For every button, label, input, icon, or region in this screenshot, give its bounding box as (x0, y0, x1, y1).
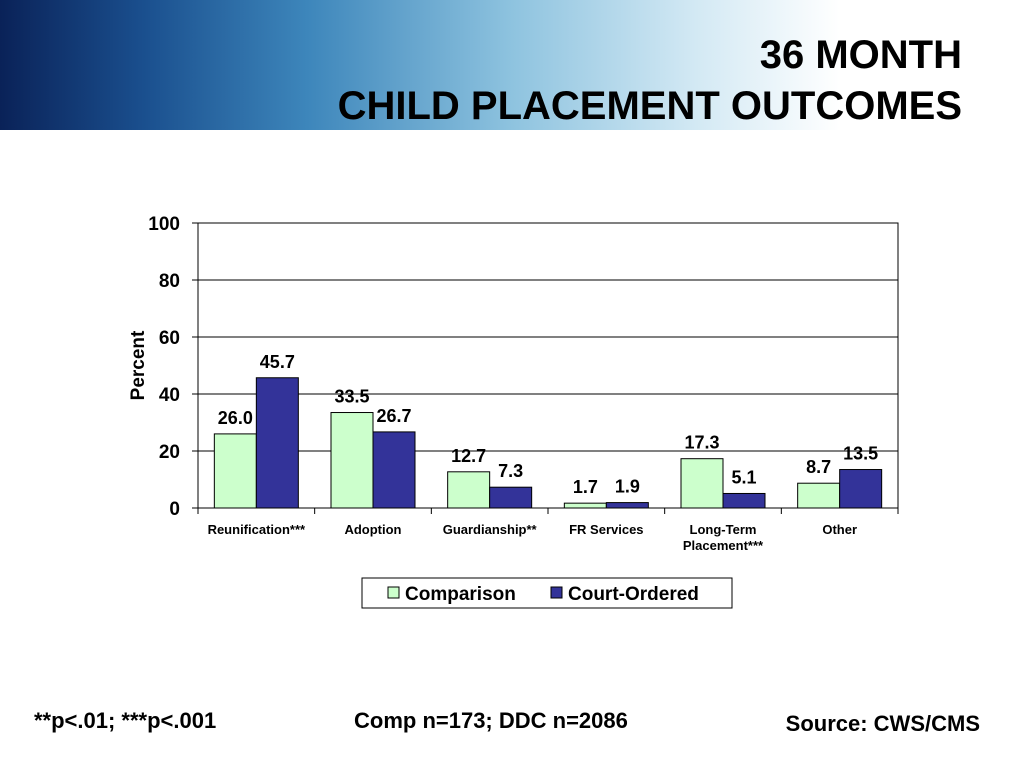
significance-note: **p<.01; ***p<.001 (34, 708, 217, 733)
data-label: 33.5 (334, 387, 369, 407)
x-tick-label: Long-Term (690, 522, 757, 537)
bar (722, 492, 766, 509)
title-line-1: 36 MONTH (759, 33, 962, 77)
data-label: 12.7 (451, 446, 486, 466)
data-label: 26.0 (218, 408, 253, 428)
data-label: 13.5 (843, 444, 878, 464)
data-label: 8.7 (806, 457, 831, 477)
data-label: 7.3 (498, 461, 523, 481)
x-tick-label: Adoption (344, 522, 401, 537)
legend-label: Comparison (405, 584, 516, 605)
y-tick-label: 40 (159, 385, 180, 406)
data-label: 1.7 (573, 477, 598, 497)
data-label: 17.3 (684, 433, 719, 453)
bar (255, 377, 299, 509)
x-tick-label: FR Services (569, 522, 643, 537)
y-tick-label: 20 (159, 442, 180, 463)
y-tick-label: 0 (169, 499, 180, 520)
bar (489, 486, 533, 509)
x-tick-label: Reunification*** (208, 522, 306, 537)
y-axis-label: Percent (128, 330, 149, 400)
bar (605, 502, 649, 509)
bar (680, 458, 724, 509)
x-tick-label: Placement*** (683, 538, 764, 553)
bar (839, 469, 883, 509)
y-tick-label: 60 (159, 328, 180, 349)
data-label: 5.1 (731, 467, 756, 487)
plot-area (197, 222, 899, 509)
slide-title: 36 MONTH CHILD PLACEMENT OUTCOMES (338, 30, 962, 132)
title-line-2: CHILD PLACEMENT OUTCOMES (337, 84, 962, 128)
bar (330, 412, 374, 509)
bar (372, 431, 416, 509)
y-tick-label: 100 (148, 214, 180, 235)
legend-swatch (550, 586, 563, 599)
legend-swatch (387, 586, 400, 599)
x-tick-label: Guardianship** (443, 522, 538, 537)
source-note: Source: CWS/CMS (785, 711, 980, 736)
bar (447, 471, 491, 509)
bar (213, 433, 257, 509)
legend-label: Court-Ordered (568, 584, 699, 605)
sample-size-note: Comp n=173; DDC n=2086 (354, 708, 628, 733)
bar (563, 502, 607, 509)
data-label: 1.9 (615, 477, 640, 497)
header-banner (0, 0, 1024, 130)
y-tick-label: 80 (159, 271, 180, 292)
data-label: 45.7 (260, 352, 295, 372)
x-tick-label: Other (822, 522, 857, 537)
data-label: 26.7 (376, 406, 411, 426)
legend (361, 577, 733, 609)
bar (797, 482, 841, 509)
